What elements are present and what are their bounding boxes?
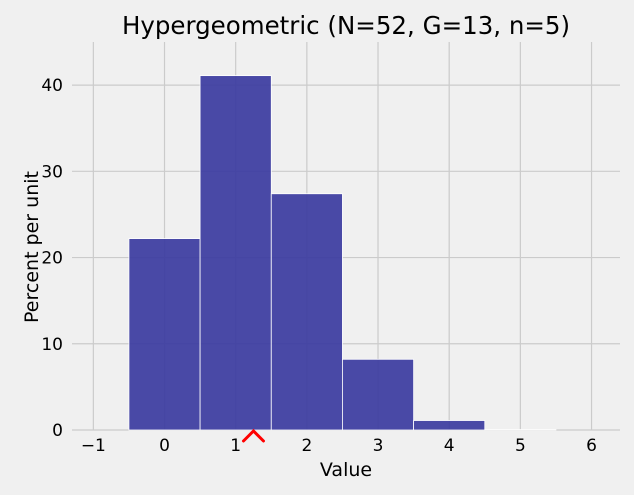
marker-layer <box>243 431 263 441</box>
chart-title: Hypergeometric (N=52, G=13, n=5) <box>122 11 570 40</box>
y-tick-label: 40 <box>41 76 63 96</box>
x-tick-label: 5 <box>515 436 526 456</box>
x-tick-label: 4 <box>444 436 455 456</box>
y-tick-label: 10 <box>41 335 63 355</box>
histogram-bar-3 <box>342 359 413 430</box>
y-axis-label: Percent per unit <box>21 171 43 323</box>
x-tick-label: 1 <box>230 436 241 456</box>
histogram-bar-1 <box>200 76 271 430</box>
marker-caret <box>243 431 263 441</box>
y-tick-label: 20 <box>41 249 63 269</box>
histogram-bars <box>129 76 556 430</box>
y-tick-label: 0 <box>52 421 63 441</box>
histogram-bar-0 <box>129 239 200 430</box>
histogram-bar-4 <box>414 421 485 430</box>
x-tick-label: 2 <box>301 436 312 456</box>
histogram-bar-2 <box>271 194 342 430</box>
x-tick-label: 6 <box>586 436 597 456</box>
y-tick-label: 30 <box>41 162 63 182</box>
x-tick-label: 0 <box>159 436 170 456</box>
x-tick-label: −1 <box>81 436 106 456</box>
x-axis-label: Value <box>320 459 372 481</box>
x-tick-label: 3 <box>373 436 384 456</box>
